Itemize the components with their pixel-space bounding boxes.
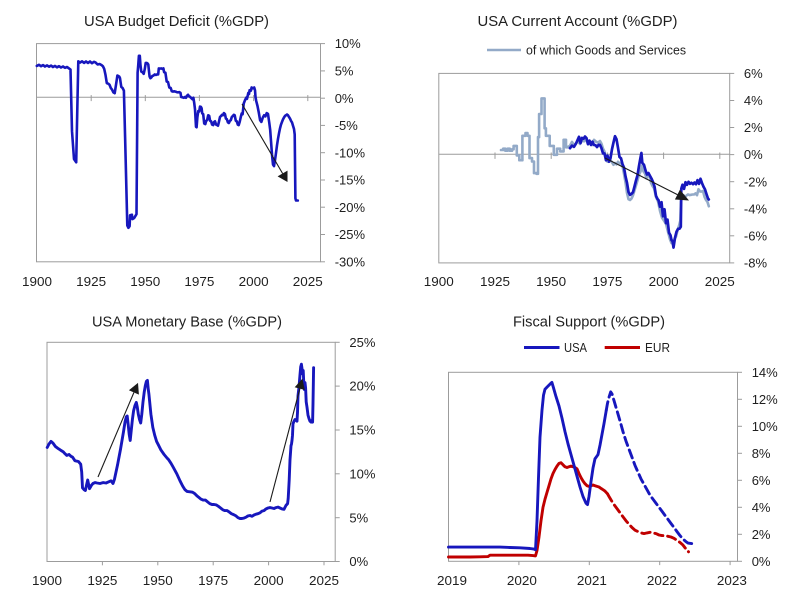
svg-text:4%: 4% [752,500,771,515]
svg-text:-25%: -25% [335,227,366,242]
svg-text:25%: 25% [349,335,375,350]
svg-text:Fiscal Support (%GDP): Fiscal Support (%GDP) [513,315,665,331]
svg-text:14%: 14% [752,365,778,380]
svg-text:15%: 15% [349,423,375,438]
svg-text:1925: 1925 [480,274,510,289]
svg-text:USA Budget Deficit (%GDP): USA Budget Deficit (%GDP) [84,14,269,30]
svg-text:1900: 1900 [424,274,454,289]
svg-text:1900: 1900 [22,274,52,289]
svg-text:4%: 4% [744,93,763,108]
svg-text:10%: 10% [349,466,375,481]
svg-text:2%: 2% [752,527,771,542]
svg-text:-4%: -4% [744,201,768,216]
svg-text:-6%: -6% [744,228,768,243]
svg-text:1900: 1900 [32,573,62,588]
svg-text:2020: 2020 [507,573,537,588]
svg-text:0%: 0% [744,147,763,162]
svg-text:-10%: -10% [335,145,366,160]
svg-text:2022: 2022 [647,573,677,588]
svg-text:2000: 2000 [254,573,284,588]
svg-text:2025: 2025 [293,274,323,289]
svg-text:0%: 0% [752,554,771,569]
svg-text:2023: 2023 [717,573,747,588]
svg-text:2000: 2000 [649,274,679,289]
svg-text:2025: 2025 [309,573,339,588]
svg-text:-5%: -5% [335,118,359,133]
svg-text:1925: 1925 [76,274,106,289]
svg-text:1975: 1975 [184,274,214,289]
svg-text:1975: 1975 [592,274,622,289]
svg-text:-20%: -20% [335,200,366,215]
svg-text:1925: 1925 [87,573,117,588]
svg-text:EUR: EUR [645,340,670,355]
svg-text:12%: 12% [752,392,778,407]
svg-text:2%: 2% [744,120,763,135]
svg-text:-2%: -2% [744,174,768,189]
svg-text:USA Current Account (%GDP): USA Current Account (%GDP) [478,14,678,30]
svg-text:-8%: -8% [744,256,768,271]
svg-text:2019: 2019 [437,573,467,588]
svg-text:6%: 6% [752,473,771,488]
svg-text:of which Goods and Services: of which Goods and Services [526,43,686,58]
svg-text:-30%: -30% [335,254,366,269]
svg-text:20%: 20% [349,379,375,394]
svg-text:1950: 1950 [143,573,173,588]
svg-text:2021: 2021 [577,573,607,588]
svg-text:5%: 5% [335,64,354,79]
svg-text:1975: 1975 [198,573,228,588]
svg-text:2000: 2000 [239,274,269,289]
svg-text:2025: 2025 [705,274,735,289]
svg-text:0%: 0% [349,554,368,569]
svg-text:-15%: -15% [335,173,366,188]
svg-text:1950: 1950 [130,274,160,289]
svg-text:5%: 5% [349,510,368,525]
svg-text:1950: 1950 [536,274,566,289]
svg-text:6%: 6% [744,66,763,81]
svg-text:10%: 10% [752,419,778,434]
svg-text:0%: 0% [335,91,354,106]
svg-text:USA: USA [564,340,587,355]
svg-text:8%: 8% [752,446,771,461]
svg-text:10%: 10% [335,36,361,51]
svg-text:USA Monetary Base (%GDP): USA Monetary Base (%GDP) [92,315,282,331]
